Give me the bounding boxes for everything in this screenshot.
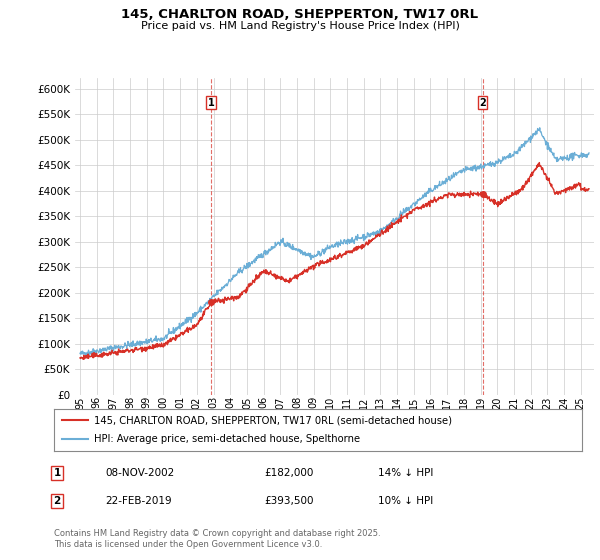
Text: 145, CHARLTON ROAD, SHEPPERTON, TW17 0RL (semi-detached house): 145, CHARLTON ROAD, SHEPPERTON, TW17 0RL…	[94, 415, 452, 425]
Text: Price paid vs. HM Land Registry's House Price Index (HPI): Price paid vs. HM Land Registry's House …	[140, 21, 460, 31]
Text: 14% ↓ HPI: 14% ↓ HPI	[378, 468, 433, 478]
Text: 2: 2	[479, 98, 486, 108]
Text: 08-NOV-2002: 08-NOV-2002	[105, 468, 174, 478]
Text: £393,500: £393,500	[264, 496, 314, 506]
Text: 10% ↓ HPI: 10% ↓ HPI	[378, 496, 433, 506]
Text: £182,000: £182,000	[264, 468, 313, 478]
Text: 1: 1	[208, 98, 214, 108]
Text: Contains HM Land Registry data © Crown copyright and database right 2025.
This d: Contains HM Land Registry data © Crown c…	[54, 529, 380, 549]
Text: 145, CHARLTON ROAD, SHEPPERTON, TW17 0RL: 145, CHARLTON ROAD, SHEPPERTON, TW17 0RL	[121, 8, 479, 21]
Text: 2: 2	[53, 496, 61, 506]
Text: HPI: Average price, semi-detached house, Spelthorne: HPI: Average price, semi-detached house,…	[94, 435, 360, 445]
Text: 1: 1	[53, 468, 61, 478]
Text: 22-FEB-2019: 22-FEB-2019	[105, 496, 172, 506]
